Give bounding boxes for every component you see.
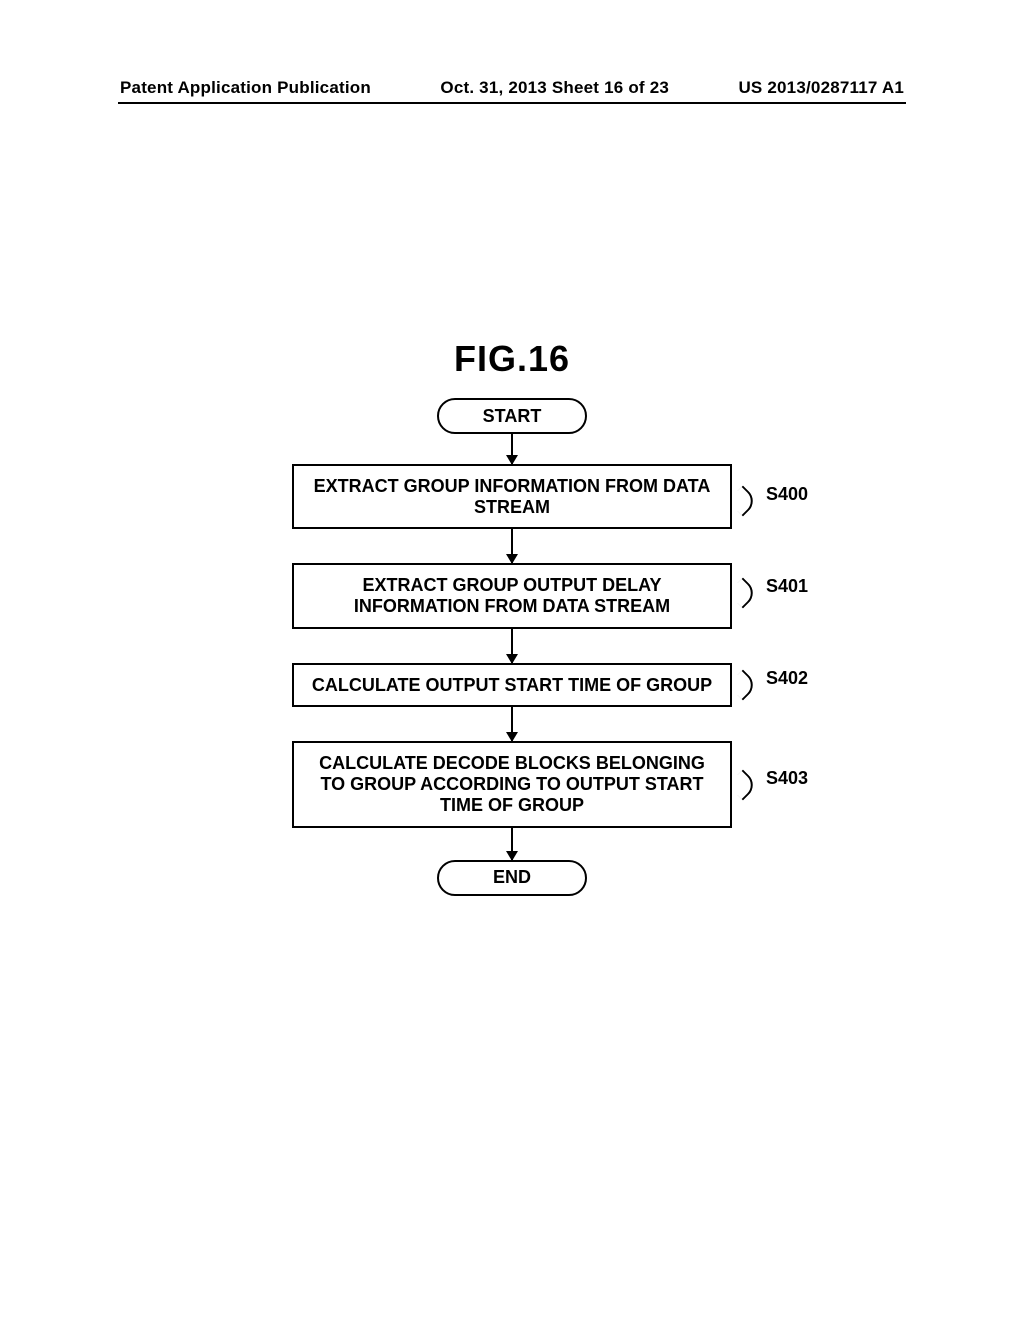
edge-s401-s402 [511, 629, 513, 663]
end-label: END [493, 867, 531, 888]
end-terminator: END [437, 860, 587, 896]
label-tie-s402 [727, 669, 758, 700]
step-label-s401: S401 [766, 576, 808, 597]
header-right: US 2013/0287117 A1 [738, 78, 904, 98]
header-rule [118, 102, 906, 104]
start-label: START [483, 406, 542, 427]
header-left: Patent Application Publication [120, 78, 371, 98]
process-s403-text: CALCULATE DECODE BLOCKS BELONGING TO GRO… [308, 753, 716, 815]
edge-s403-end [511, 828, 513, 860]
flowchart-inner: START EXTRACT GROUP INFORMATION FROM DAT… [252, 398, 772, 896]
edge-s400-s401 [511, 529, 513, 563]
process-s402-text: CALCULATE OUTPUT START TIME OF GROUP [312, 675, 712, 695]
start-terminator: START [437, 398, 587, 434]
process-s400-text: EXTRACT GROUP INFORMATION FROM DATA STRE… [314, 476, 711, 517]
step-label-s400: S400 [766, 484, 808, 505]
label-tie-s400 [727, 485, 758, 516]
flowchart: START EXTRACT GROUP INFORMATION FROM DAT… [0, 398, 1024, 896]
label-tie-s403 [727, 769, 758, 800]
page-header: Patent Application Publication Oct. 31, … [120, 78, 904, 98]
process-s402: CALCULATE OUTPUT START TIME OF GROUP [292, 663, 732, 708]
arrowhead-icon [506, 851, 518, 861]
edge-s402-s403 [511, 707, 513, 741]
header-center: Oct. 31, 2013 Sheet 16 of 23 [440, 78, 669, 98]
process-s401: EXTRACT GROUP OUTPUT DELAY INFORMATION F… [292, 563, 732, 628]
page: Patent Application Publication Oct. 31, … [0, 0, 1024, 1320]
edge-start-s400 [511, 434, 513, 464]
process-s401-text: EXTRACT GROUP OUTPUT DELAY INFORMATION F… [354, 575, 670, 616]
step-label-s402: S402 [766, 668, 808, 689]
figure-title: FIG.16 [0, 338, 1024, 380]
label-tie-s401 [727, 577, 758, 608]
step-label-s403: S403 [766, 768, 808, 789]
process-s403: CALCULATE DECODE BLOCKS BELONGING TO GRO… [292, 741, 732, 827]
process-s400: EXTRACT GROUP INFORMATION FROM DATA STRE… [292, 464, 732, 529]
